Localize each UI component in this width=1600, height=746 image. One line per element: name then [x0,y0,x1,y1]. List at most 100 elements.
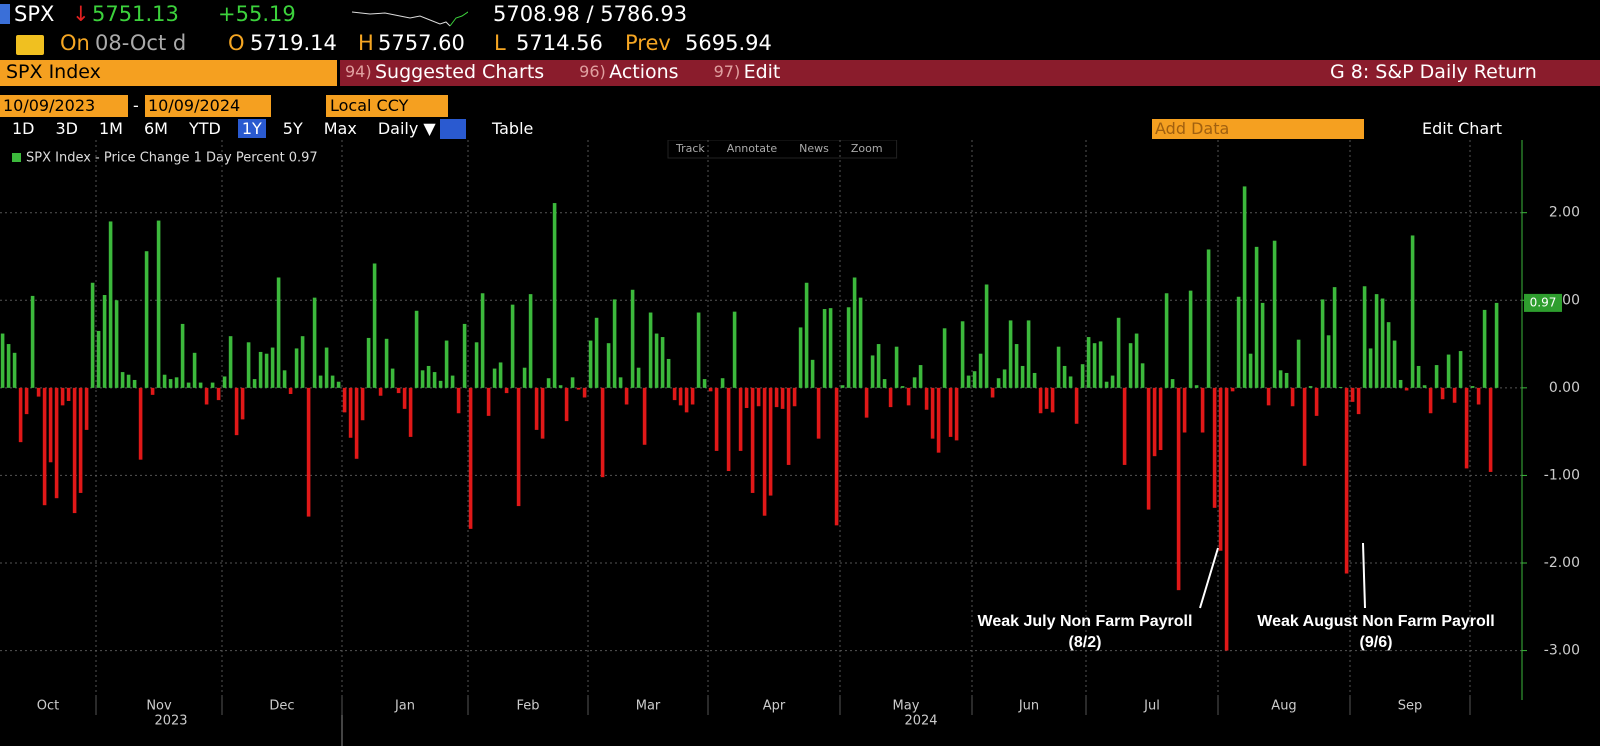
bar [1494,302,1499,388]
bar [228,336,233,388]
bar [654,333,659,388]
bar [660,337,665,388]
bar [996,378,1001,388]
bar [1446,354,1451,388]
bar [444,340,449,388]
period[interactable]: 5Y [282,119,303,138]
period[interactable]: 1Y [237,119,266,138]
bar [672,387,677,401]
bar [552,203,557,388]
add-data-box[interactable] [1152,119,1364,139]
bar [432,372,437,388]
bar [1338,386,1343,388]
bar [30,295,35,388]
add-data[interactable]: Add Data [1155,119,1230,138]
bar [1380,298,1385,388]
change: +55.19 [218,2,296,26]
bar [36,387,41,397]
bar [1188,290,1193,388]
bar [678,387,683,406]
chart-type[interactable] [440,119,466,139]
bar [918,365,923,388]
chart: Track Annotate News Zoom SPX Index - Price C… [0,140,1580,746]
menu-item[interactable]: Actions [609,61,679,83]
bar [78,387,83,493]
bar [570,377,575,388]
header: SPX ↓ 5751.13 +55.19 5708.98 / 5786.93 O… [0,0,1600,140]
menu-num[interactable]: 96) [579,62,606,81]
bar [696,312,701,388]
edit-chart[interactable]: Edit Chart [1422,119,1503,138]
bar [1098,341,1103,388]
prev: 5695.94 [685,31,772,55]
bar [1074,387,1079,424]
start-date[interactable]: 10/09/2023 [3,96,96,115]
bar [684,387,689,413]
bar [564,387,569,422]
bar [48,387,53,463]
bar [90,282,95,388]
bar [846,307,851,388]
menu-item[interactable]: Edit [743,61,781,83]
bar [1236,296,1241,388]
annotation: Weak July Non Farm Payroll [978,613,1193,630]
bar [372,263,377,388]
security-box[interactable] [0,60,337,86]
ccy-box[interactable] [326,95,448,117]
bar [708,387,713,392]
bar [576,387,581,390]
bar [1026,320,1031,388]
security[interactable]: SPX Index [6,61,101,83]
x-tick-label: Mar [636,699,661,714]
year-label: 2024 [904,714,937,729]
bar [666,358,671,388]
x-tick-label: May [893,699,920,714]
bar [768,387,773,496]
bar [1488,387,1493,472]
bar [24,387,29,415]
frequency[interactable]: Daily ▼ [377,119,436,138]
bar [600,387,605,478]
bar [1092,343,1097,388]
menu-num[interactable]: 94) [345,62,372,81]
bar [180,323,185,388]
period[interactable]: Max [323,119,357,138]
bar [1194,385,1199,388]
bar [60,387,65,406]
bar [750,387,755,493]
bar [1044,387,1049,409]
date-box[interactable] [145,95,271,117]
bar [594,317,599,388]
bar [1068,376,1073,388]
bar [738,387,743,451]
bar [912,377,917,388]
bar [1398,379,1403,388]
table[interactable]: Table [492,119,534,138]
bar [1128,343,1133,388]
ticker: SPX [14,2,55,26]
bar [1476,387,1481,405]
x-tick-label: Aug [1271,699,1296,714]
period[interactable]: 3D [55,119,79,138]
low-label: L [494,31,506,55]
period[interactable]: 1M [99,119,123,138]
bar [120,372,125,388]
bar [528,294,533,388]
bar [510,304,515,388]
end-date[interactable]: 10/09/2024 [148,96,241,115]
period[interactable]: 1D [12,119,35,138]
bar [150,387,155,395]
bar [534,387,539,430]
bar [1368,348,1373,388]
bar [480,293,485,388]
bar [186,382,191,388]
date-box[interactable] [0,95,128,117]
currency[interactable]: Local CCY [330,96,409,115]
period[interactable]: 6M [143,119,168,138]
bar [900,386,905,388]
menu-num[interactable]: 97) [713,62,741,81]
period[interactable]: YTD [188,119,221,138]
menu-item[interactable]: Suggested Charts [375,61,545,83]
bar [1224,387,1229,651]
